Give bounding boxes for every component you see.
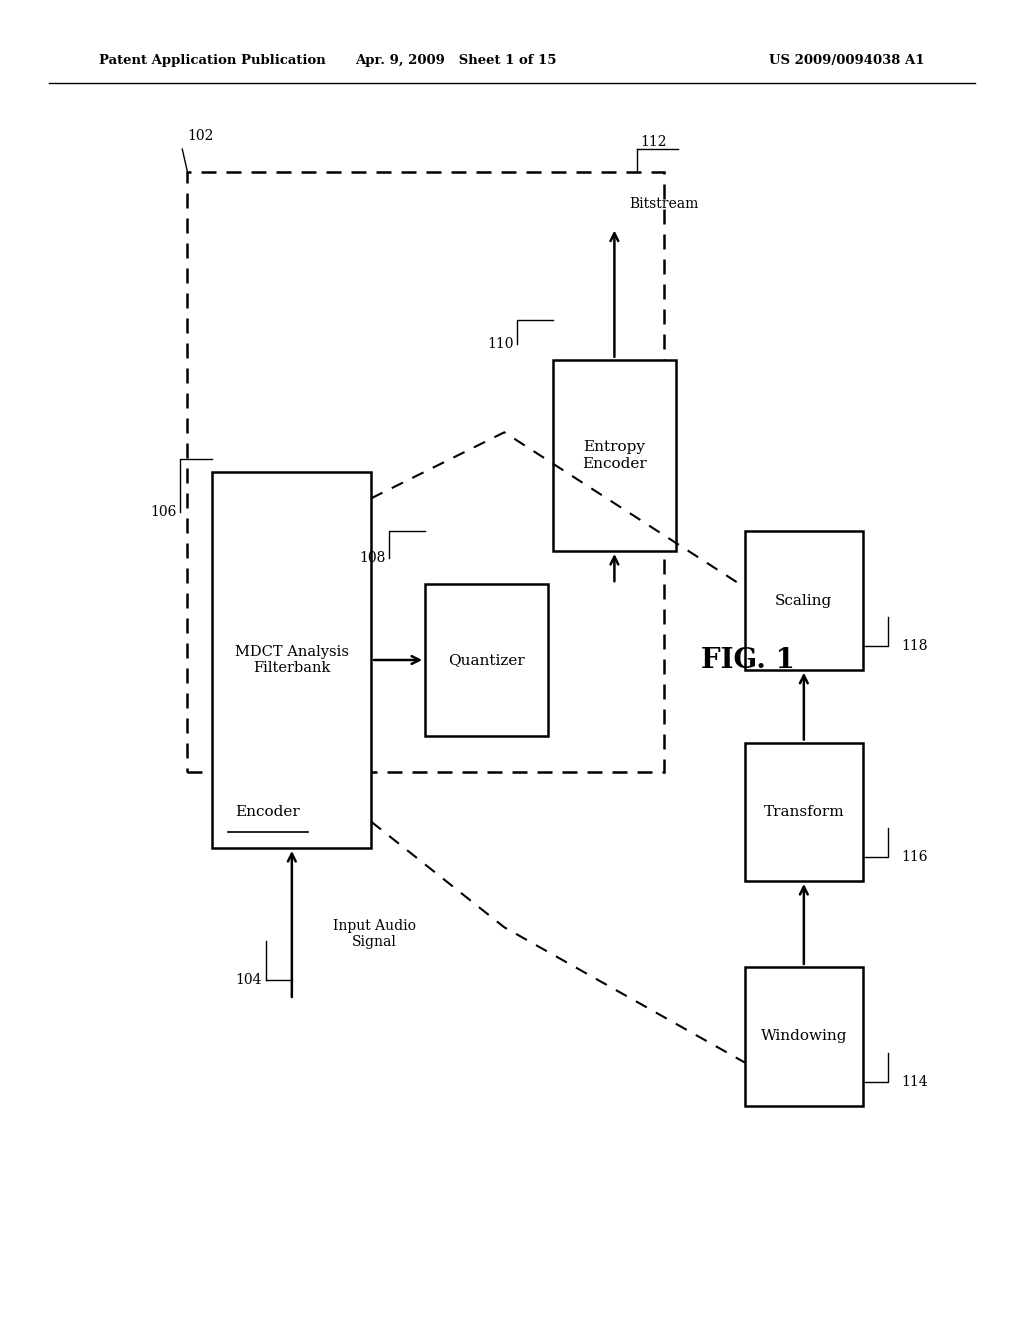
- Text: Input Audio
Signal: Input Audio Signal: [333, 919, 416, 949]
- Bar: [212, 471, 371, 847]
- Text: Encoder: Encoder: [234, 805, 300, 820]
- Bar: [745, 742, 862, 882]
- Text: Apr. 9, 2009   Sheet 1 of 15: Apr. 9, 2009 Sheet 1 of 15: [355, 54, 556, 67]
- Bar: [187, 172, 664, 772]
- Text: 106: 106: [151, 504, 176, 519]
- Text: 110: 110: [487, 337, 514, 351]
- Bar: [425, 583, 548, 737]
- Text: 118: 118: [902, 639, 928, 653]
- Text: US 2009/0094038 A1: US 2009/0094038 A1: [769, 54, 925, 67]
- Text: Transform: Transform: [764, 805, 844, 818]
- Text: MDCT Analysis
Filterbank: MDCT Analysis Filterbank: [234, 645, 349, 675]
- Text: Scaling: Scaling: [775, 594, 833, 607]
- Text: 112: 112: [640, 135, 667, 149]
- Text: 116: 116: [902, 850, 928, 865]
- Text: Windowing: Windowing: [761, 1030, 847, 1043]
- Text: 104: 104: [236, 973, 262, 987]
- Text: 114: 114: [902, 1074, 929, 1089]
- Bar: [745, 966, 862, 1106]
- Bar: [745, 531, 862, 671]
- Text: Quantizer: Quantizer: [449, 653, 524, 667]
- Text: Entropy
Encoder: Entropy Encoder: [582, 441, 647, 470]
- Text: FIG. 1: FIG. 1: [700, 647, 795, 673]
- Text: Patent Application Publication: Patent Application Publication: [99, 54, 326, 67]
- Text: 108: 108: [359, 550, 386, 565]
- Text: 102: 102: [187, 128, 214, 143]
- Text: Bitstream: Bitstream: [630, 197, 699, 211]
- Bar: [553, 360, 676, 552]
